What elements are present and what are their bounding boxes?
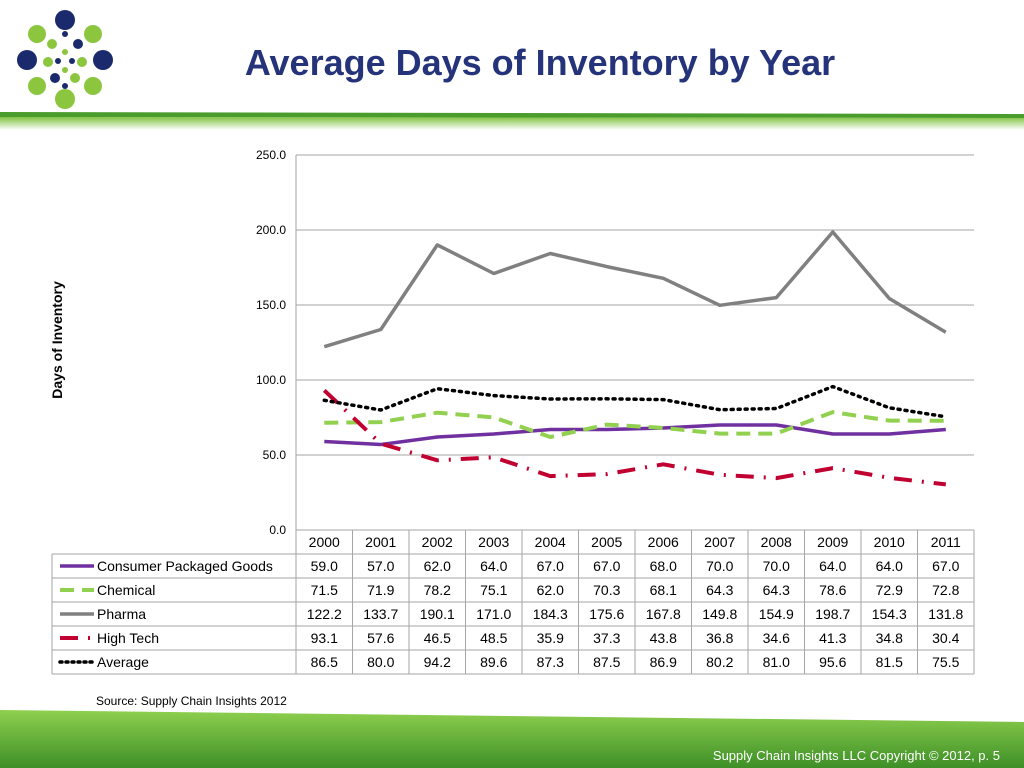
table-cell: 78.2 — [424, 582, 451, 598]
table-cell: 67.0 — [932, 558, 959, 574]
table-cell: 35.9 — [537, 630, 564, 646]
table-cell: 64.3 — [706, 582, 733, 598]
table-cell: 94.2 — [424, 654, 451, 670]
table-cell: 75.5 — [932, 654, 959, 670]
table-cell: 70.0 — [763, 558, 790, 574]
x-tick-label: 2010 — [874, 534, 905, 550]
series-line — [324, 410, 946, 439]
table-cell: 64.0 — [876, 558, 903, 574]
table-cell: 78.6 — [819, 582, 846, 598]
table-cell: 72.9 — [876, 582, 903, 598]
table-cell: 64.0 — [819, 558, 846, 574]
x-tick-label: 2005 — [591, 534, 622, 550]
table-cell: 37.3 — [593, 630, 620, 646]
x-tick-label: 2002 — [422, 534, 453, 550]
table-cell: 184.3 — [533, 606, 568, 622]
table-cell: 86.9 — [650, 654, 677, 670]
table-cell: 36.8 — [706, 630, 733, 646]
x-tick-label: 2006 — [648, 534, 679, 550]
y-tick-label: 200.0 — [256, 223, 286, 237]
series-line — [323, 230, 947, 349]
table-cell: 87.5 — [593, 654, 620, 670]
legend-label: High Tech — [97, 630, 159, 646]
table-cell: 167.8 — [646, 606, 681, 622]
table-cell: 62.0 — [537, 582, 564, 598]
legend-label: Chemical — [97, 582, 155, 598]
top-green-band — [0, 112, 1024, 130]
table-cell: 62.0 — [424, 558, 451, 574]
copyright-footer: Supply Chain Insights LLC Copyright © 20… — [712, 748, 1000, 763]
table-cell: 122.2 — [307, 606, 342, 622]
y-tick-label: 100.0 — [256, 373, 286, 387]
table-cell: 70.3 — [593, 582, 620, 598]
table-cell: 46.5 — [424, 630, 451, 646]
table-cell: 68.0 — [650, 558, 677, 574]
table-cell: 190.1 — [420, 606, 455, 622]
table-cell: 30.4 — [932, 630, 959, 646]
table-cell: 81.5 — [876, 654, 903, 670]
table-cell: 71.5 — [311, 582, 338, 598]
legend-label: Average — [97, 654, 149, 670]
table-cell: 154.9 — [759, 606, 794, 622]
series-line — [324, 423, 946, 447]
series-line — [322, 388, 947, 487]
x-tick-label: 2011 — [931, 534, 961, 550]
table-cell: 41.3 — [819, 630, 846, 646]
y-axis-label: Days of Inventory — [49, 281, 65, 399]
table-cell: 89.6 — [480, 654, 507, 670]
line-chart: 0.0 50.0 100.0 150.0 200.0 250.0 2000 2001 2002… — [49, 148, 975, 675]
table-cell: 70.0 — [706, 558, 733, 574]
table-cell: 154.3 — [872, 606, 907, 622]
table-cell: 198.7 — [815, 606, 850, 622]
x-tick-label: 2003 — [478, 534, 509, 550]
table-cell: 59.0 — [311, 558, 338, 574]
x-tick-label: 2007 — [704, 534, 735, 550]
x-tick-label: 2000 — [309, 534, 340, 550]
table-cell: 72.8 — [932, 582, 959, 598]
bottom-green-band — [0, 710, 1024, 768]
table-cell: 133.7 — [363, 606, 398, 622]
table-cell: 57.0 — [367, 558, 394, 574]
table-cell: 68.1 — [650, 582, 677, 598]
legend-label: Consumer Packaged Goods — [97, 558, 273, 574]
table-cell: 80.2 — [706, 654, 733, 670]
series-line — [322, 384, 948, 419]
dot-cluster-logo-icon — [17, 10, 113, 109]
table-cell: 64.3 — [763, 582, 790, 598]
table-cell: 171.0 — [476, 606, 511, 622]
table-cell: 86.5 — [311, 654, 338, 670]
table-cell: 81.0 — [763, 654, 790, 670]
table-cell: 57.6 — [367, 630, 394, 646]
table-cell: 131.8 — [928, 606, 963, 622]
table-cell: 175.6 — [589, 606, 624, 622]
table-cell: 149.8 — [702, 606, 737, 622]
y-tick-label: 150.0 — [256, 298, 286, 312]
table-cell: 75.1 — [480, 582, 507, 598]
table-cell: 67.0 — [537, 558, 564, 574]
table-cell: 67.0 — [593, 558, 620, 574]
table-cell: 34.6 — [763, 630, 790, 646]
x-tick-label: 2009 — [817, 534, 848, 550]
table-cell: 87.3 — [537, 654, 564, 670]
y-tick-label: 50.0 — [263, 448, 287, 462]
table-cell: 80.0 — [367, 654, 394, 670]
legend-label: Pharma — [97, 606, 146, 622]
table-cell: 71.9 — [367, 582, 394, 598]
table-cell: 34.8 — [876, 630, 903, 646]
x-tick-label: 2001 — [365, 534, 396, 550]
x-tick-label: 2008 — [761, 534, 792, 550]
y-tick-label: 0.0 — [269, 523, 286, 537]
x-tick-label: 2004 — [535, 534, 566, 550]
table-cell: 95.6 — [819, 654, 846, 670]
table-cell: 64.0 — [480, 558, 507, 574]
table-cell: 48.5 — [480, 630, 507, 646]
table-cell: 93.1 — [311, 630, 338, 646]
table-cell: 43.8 — [650, 630, 677, 646]
slide-title: Average Days of Inventory by Year — [244, 42, 836, 83]
source-note: Source: Supply Chain Insights 2012 — [96, 694, 287, 708]
y-tick-label: 250.0 — [256, 148, 286, 162]
